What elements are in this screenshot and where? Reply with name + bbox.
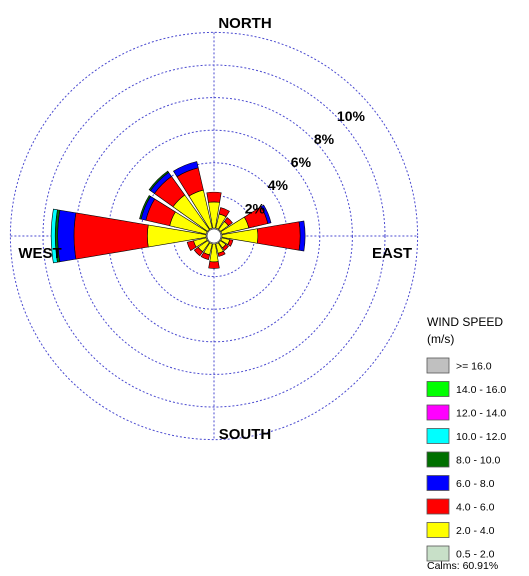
petal-e-bin-3 (298, 220, 306, 252)
compass-south: SOUTH (219, 426, 272, 443)
compass-east: EAST (372, 245, 412, 262)
legend-label-2: 12.0 - 14.0 (456, 408, 506, 420)
petal-se-bin-2 (222, 244, 229, 251)
petal-sw-bin-2 (193, 246, 204, 257)
grid-ring-outer (9, 31, 419, 441)
petal-s-bin-2 (208, 261, 220, 269)
ring-label-10: 10% (337, 108, 366, 124)
legend-swatch-4 (426, 451, 450, 468)
ring-label-4: 4% (268, 177, 289, 193)
legend-label-5: 6.0 - 8.0 (456, 478, 495, 490)
petal-ne-bin-2 (223, 217, 233, 227)
legend-label-6: 4.0 - 6.0 (456, 502, 495, 514)
petal-wsw-bin-2 (186, 240, 197, 252)
legend-items: >= 16.0 14.0 - 16.0 12.0 - 14.0 10.0 - 12.0… (426, 357, 506, 562)
petal-ese-bin-2 (227, 239, 234, 247)
petal-w-bin-5 (50, 208, 58, 264)
petal-nne-bin-2 (218, 207, 230, 218)
legend-label-4: 8.0 - 10.0 (456, 455, 501, 467)
petal-n-bin-2 (206, 191, 222, 203)
legend-label-1: 14.0 - 16.0 (456, 384, 506, 396)
petal-ene-bin-3 (260, 204, 272, 224)
legend-unit: (m/s) (427, 332, 454, 346)
petal-ssw-bin-2 (200, 252, 210, 261)
petal-e-bin-2 (256, 221, 301, 251)
legend-swatch-5 (426, 475, 450, 491)
legend-label-8: 0.5 - 2.0 (456, 549, 495, 561)
legend-swatch-0 (426, 357, 450, 374)
legend-swatch-3 (426, 428, 450, 444)
ring-label-6: 6% (291, 154, 312, 170)
legend: WIND SPEED (m/s) >= 16.0 14.0 - 16.0 12.0 … (426, 315, 506, 572)
petal-nw-bin-4 (148, 170, 170, 192)
legend-label-0: >= 16.0 (456, 361, 492, 373)
radial-tick-labels: 2%4%6%8%10% (245, 108, 366, 216)
legend-calms: Calms: 60.91% (427, 560, 498, 572)
ring-label-2: 2% (245, 200, 266, 216)
legend-title: WIND SPEED (427, 315, 503, 329)
calm-hub (206, 228, 222, 244)
petal-w-bin-2 (73, 212, 149, 260)
compass-west: WEST (18, 245, 61, 262)
legend-swatch-2 (426, 404, 450, 421)
legend-swatch-7 (426, 522, 450, 538)
petal-wnw-bin-4 (139, 195, 151, 220)
wind-petals (50, 161, 306, 269)
compass-north: NORTH (218, 15, 271, 32)
legend-label-3: 10.0 - 12.0 (456, 431, 506, 443)
ring-label-8: 8% (314, 131, 335, 147)
petal-sse-bin-2 (217, 250, 226, 257)
legend-swatch-8 (426, 545, 450, 562)
legend-swatch-1 (426, 381, 450, 397)
legend-swatch-6 (426, 498, 450, 515)
legend-label-7: 2.0 - 4.0 (456, 525, 495, 537)
petal-nnw-bin-3 (173, 161, 199, 178)
